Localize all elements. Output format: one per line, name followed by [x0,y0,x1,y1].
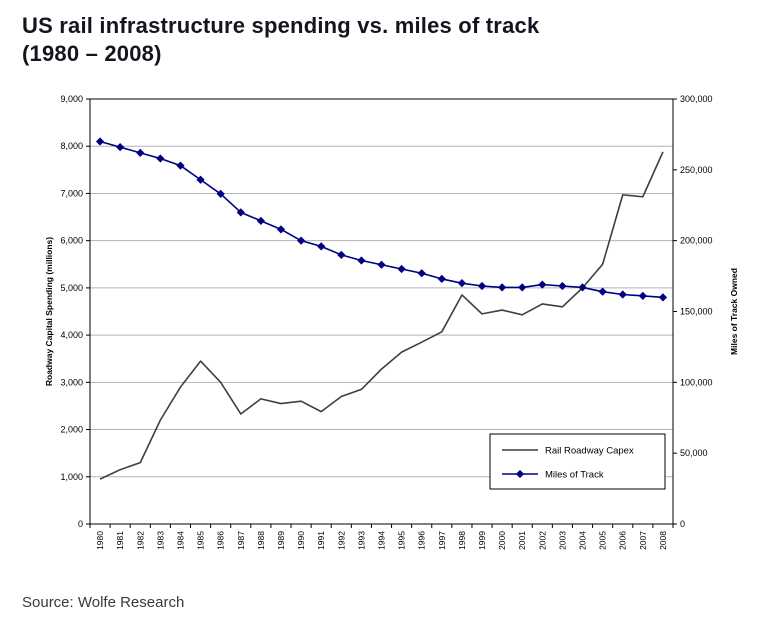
svg-text:1982: 1982 [135,531,145,550]
series-miles-of-track [95,137,668,302]
svg-text:3,000: 3,000 [60,377,83,387]
svg-text:1986: 1986 [216,531,226,550]
right-axis-title: Miles of Track Owned [729,268,739,355]
svg-text:100,000: 100,000 [680,377,713,387]
svg-text:0: 0 [78,519,83,529]
svg-text:1999: 1999 [477,531,487,550]
svg-text:8,000: 8,000 [60,141,83,151]
svg-text:2001: 2001 [517,531,527,550]
svg-text:1993: 1993 [356,531,366,550]
svg-text:300,000: 300,000 [680,94,713,104]
svg-text:250,000: 250,000 [680,165,713,175]
svg-text:4,000: 4,000 [60,330,83,340]
svg-text:1997: 1997 [437,531,447,550]
svg-text:1992: 1992 [336,531,346,550]
svg-text:0: 0 [680,519,685,529]
svg-text:1990: 1990 [296,531,306,550]
svg-text:1991: 1991 [316,531,326,550]
left-axis-title: Roadway Capital Spending (millions) [44,237,54,386]
page-title-line1: US rail infrastructure spending vs. mile… [22,13,540,38]
svg-text:1989: 1989 [276,531,286,550]
svg-text:1981: 1981 [115,531,125,550]
svg-text:Miles of Track: Miles of Track [545,470,604,481]
svg-text:1980: 1980 [95,531,105,550]
page-title: US rail infrastructure spending vs. mile… [0,0,763,67]
svg-text:1995: 1995 [397,531,407,550]
svg-text:2002: 2002 [537,531,547,550]
svg-text:1988: 1988 [256,531,266,550]
svg-text:1987: 1987 [236,531,246,550]
svg-text:1,000: 1,000 [60,472,83,482]
svg-text:2004: 2004 [578,531,588,550]
svg-text:2005: 2005 [598,531,608,550]
svg-text:1985: 1985 [196,531,206,550]
dual-axis-line-chart: 0 1,000 2,000 3,000 4,000 5,000 6,000 7,000 8,00… [44,94,739,550]
svg-text:2008: 2008 [658,531,668,550]
source-note: Source: Wolfe Research [22,594,185,611]
chart-container: 0 1,000 2,000 3,000 4,000 5,000 6,000 7,000 8,00… [40,87,763,584]
svg-text:50,000: 50,000 [680,448,708,458]
chart-legend: Rail Roadway Capex Miles of Track [489,433,666,490]
svg-text:2003: 2003 [557,531,567,550]
svg-text:5,000: 5,000 [60,283,83,293]
svg-text:2006: 2006 [618,531,628,550]
svg-text:1984: 1984 [175,531,185,550]
svg-text:1983: 1983 [155,531,165,550]
series-rail-roadway-capex [99,151,664,480]
svg-text:7,000: 7,000 [60,188,83,198]
svg-text:6,000: 6,000 [60,236,83,246]
left-axis: 0 1,000 2,000 3,000 4,000 5,000 6,000 7,000 8,00… [60,94,90,529]
svg-text:1996: 1996 [417,531,427,550]
right-axis: 0 50,000 100,000 150,000 200,000 250,000 300,0… [673,94,713,529]
svg-text:1998: 1998 [457,531,467,550]
svg-text:1994: 1994 [377,531,387,550]
svg-text:Rail Roadway Capex: Rail Roadway Capex [545,446,634,457]
svg-text:150,000: 150,000 [680,307,713,317]
svg-text:200,000: 200,000 [680,236,713,246]
page-title-line2: (1980 – 2008) [22,40,162,66]
svg-text:2007: 2007 [638,531,648,550]
svg-text:2000: 2000 [497,531,507,550]
gridlines [90,145,673,478]
svg-text:2,000: 2,000 [60,425,83,435]
x-axis: 1980 1981 1982 1983 1984 1985 1986 1987 1988 1989… [89,524,674,550]
svg-text:9,000: 9,000 [60,94,83,104]
